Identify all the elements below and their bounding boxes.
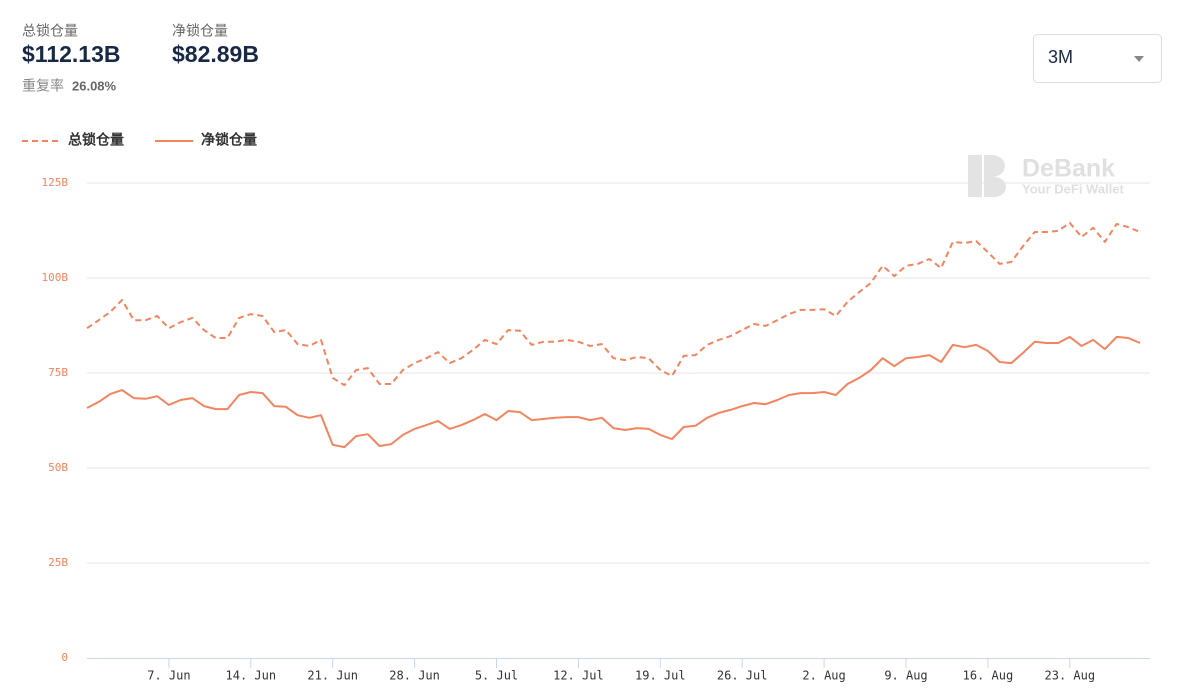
y-tick-label: 0 xyxy=(61,651,68,664)
legend-label: 总锁仓量 xyxy=(68,132,124,148)
y-tick-label: 25B xyxy=(48,556,68,569)
total-label: 总锁仓量 xyxy=(22,23,78,39)
dropdown[interactable] xyxy=(1033,34,1162,83)
watermark-brand: DeBank xyxy=(1022,155,1115,183)
x-tick-label: 19. Jul xyxy=(635,669,686,683)
series-line xyxy=(86,335,1141,449)
legend-label: 净锁仓量 xyxy=(201,132,257,148)
dropdown-value: 3M xyxy=(1048,47,1073,67)
x-tick-label: 7. Jun xyxy=(147,669,190,683)
y-tick-label: 75B xyxy=(48,366,68,379)
x-tick-label: 28. Jun xyxy=(389,669,440,683)
x-tick-label: 5. Jul xyxy=(475,669,518,683)
overlap-label: 重复率 xyxy=(22,78,64,94)
series-line xyxy=(86,221,1141,387)
x-tick-label: 9. Aug xyxy=(884,669,927,683)
x-tick-label: 23. Aug xyxy=(1045,669,1096,683)
y-tick-label: 100B xyxy=(42,271,69,284)
y-tick-label: 125B xyxy=(42,176,69,189)
net-value: $82.89B xyxy=(172,41,259,67)
x-tick-label: 2. Aug xyxy=(802,669,845,683)
x-tick-label: 26. Jul xyxy=(717,669,768,683)
watermark-logo xyxy=(968,155,1006,197)
x-tick-label: 14. Jun xyxy=(226,669,277,683)
dropdown-caret xyxy=(1134,56,1144,62)
y-tick-label: 50B xyxy=(48,461,68,474)
overlap-value: 26.08% xyxy=(72,78,117,93)
x-tick-label: 12. Jul xyxy=(553,669,604,683)
total-value: $112.13B xyxy=(22,41,120,67)
x-tick-label: 21. Jun xyxy=(307,669,358,683)
x-tick-label: 16. Aug xyxy=(963,669,1014,683)
net-label: 净锁仓量 xyxy=(172,23,228,39)
watermark-tagline: Your DeFi Wallet xyxy=(1022,181,1125,196)
